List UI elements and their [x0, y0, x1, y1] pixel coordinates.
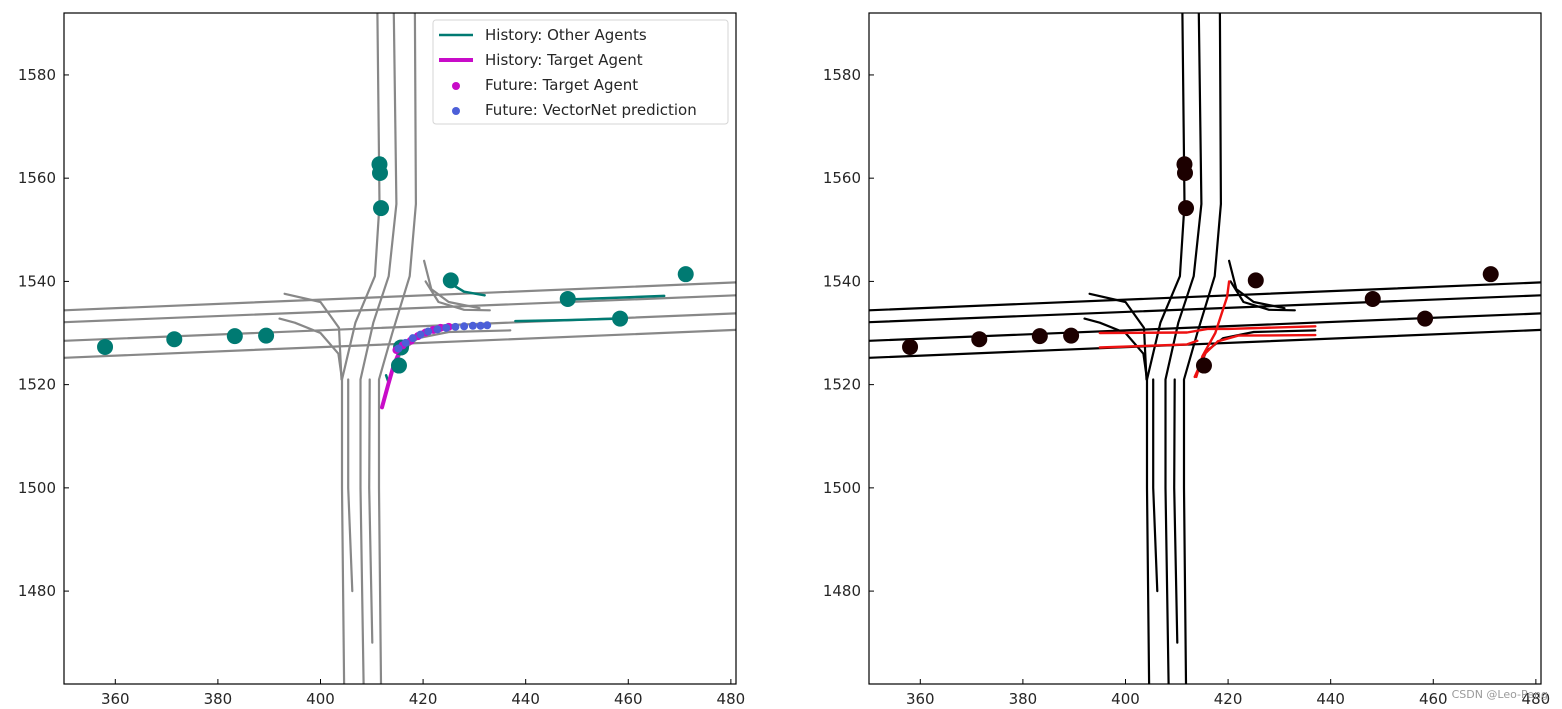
plot-frame [63, 12, 737, 685]
legend-dot-swatch [452, 107, 460, 115]
agent-point [226, 328, 243, 345]
agent-point [612, 310, 629, 327]
agent-point [1364, 290, 1381, 307]
agent-point [1247, 272, 1264, 289]
lane-line [1173, 378, 1179, 644]
legend-label: Future: VectorNet prediction [485, 101, 697, 119]
lane-line [1164, 13, 1203, 684]
x-tick-label: 360 [101, 690, 130, 708]
agent-point [390, 357, 407, 374]
left-panel: 360 380 400 420 440 460 480 1480 1500 1520 1540 156… [18, 12, 746, 708]
y-tick-label: 1560 [823, 169, 861, 187]
lane-line [347, 378, 354, 593]
agent-point [1176, 165, 1193, 182]
lane-line [368, 378, 374, 644]
x-tick-label: 440 [511, 690, 540, 708]
agent-point [1178, 200, 1195, 217]
lane-line [340, 13, 381, 684]
legend-box [432, 19, 729, 125]
x-tick-label: 420 [1214, 690, 1243, 708]
lane-line [64, 281, 736, 312]
x-tick-label: 400 [306, 690, 335, 708]
lane-line [1145, 13, 1186, 684]
lane-line [869, 281, 1541, 312]
legend-dot-swatch [452, 82, 460, 90]
prediction-point [394, 344, 403, 353]
y-tick-label: 1520 [823, 376, 861, 394]
lane-line [359, 13, 398, 684]
right-panel: 360 380 400 420 440 460 480 1480 1500 1520 1540 156… [823, 12, 1551, 708]
prediction-point [460, 322, 469, 331]
x-tick-label: 400 [1111, 690, 1140, 708]
prediction-point [476, 321, 485, 330]
plot-area [869, 13, 1541, 684]
legend-label: History: Other Agents [485, 26, 647, 44]
prediction-point [451, 322, 460, 331]
plot-frame [868, 12, 1542, 685]
watermark: CSDN @Leo-Peng [1451, 688, 1548, 701]
lane-line [389, 329, 512, 378]
lane-line [1229, 280, 1296, 312]
legend-label: Future: Target Agent [485, 76, 638, 94]
prediction-point [483, 321, 492, 330]
y-tick-label: 1580 [18, 66, 56, 84]
agent-point [902, 338, 919, 355]
agent-point [166, 331, 183, 348]
attention-lane [1098, 339, 1199, 349]
lane-line [423, 259, 481, 310]
y-tick-label: 1540 [18, 272, 56, 290]
y-tick-label: 1540 [823, 272, 861, 290]
y-tick-label: 1560 [18, 169, 56, 187]
y-tick-label: 1500 [18, 479, 56, 497]
x-tick-label: 460 [1419, 690, 1448, 708]
prediction-point [416, 330, 425, 339]
prediction-point [442, 323, 451, 332]
lane-line [1152, 378, 1159, 593]
x-tick-label: 380 [204, 690, 233, 708]
agent-point [1063, 327, 1080, 344]
agent-point [559, 290, 576, 307]
agent-point [1195, 357, 1212, 374]
agent-point [371, 165, 388, 182]
other-agent-history [565, 294, 666, 301]
legend-label: History: Target Agent [485, 51, 643, 69]
y-tick-label: 1520 [18, 376, 56, 394]
agent-point [97, 338, 114, 355]
prediction-point [468, 321, 477, 330]
x-tick-label: 480 [1522, 690, 1551, 708]
y-tick-label: 1500 [823, 479, 861, 497]
lane-line [283, 292, 343, 381]
x-tick-label: 460 [614, 690, 643, 708]
agent-point [677, 266, 694, 283]
attention-lane [1098, 325, 1317, 335]
x-tick-label: 480 [717, 690, 746, 708]
prediction-point [433, 325, 442, 334]
y-tick-label: 1480 [18, 582, 56, 600]
lane-line [869, 328, 1541, 359]
prediction-point [408, 334, 417, 343]
agent-point [258, 327, 275, 344]
lane-line [1227, 259, 1286, 310]
lane-line [1088, 292, 1148, 381]
prediction-point [424, 327, 433, 336]
x-tick-label: 380 [1009, 690, 1038, 708]
prediction-point [401, 338, 410, 347]
agent-point [971, 331, 988, 348]
lane-line [424, 280, 491, 312]
x-tick-label: 420 [409, 690, 438, 708]
agent-point [1417, 310, 1434, 327]
agent-point [1482, 266, 1499, 283]
lane-line [1182, 13, 1223, 684]
y-tick-label: 1580 [823, 66, 861, 84]
x-tick-label: 440 [1316, 690, 1345, 708]
plot-area [64, 13, 736, 684]
other-agent-history [514, 317, 620, 323]
lane-line [377, 13, 417, 684]
agent-point [442, 272, 459, 289]
agent-point [1031, 328, 1048, 345]
y-tick-label: 1480 [823, 582, 861, 600]
agent-point [373, 200, 390, 217]
x-tick-label: 360 [906, 690, 935, 708]
